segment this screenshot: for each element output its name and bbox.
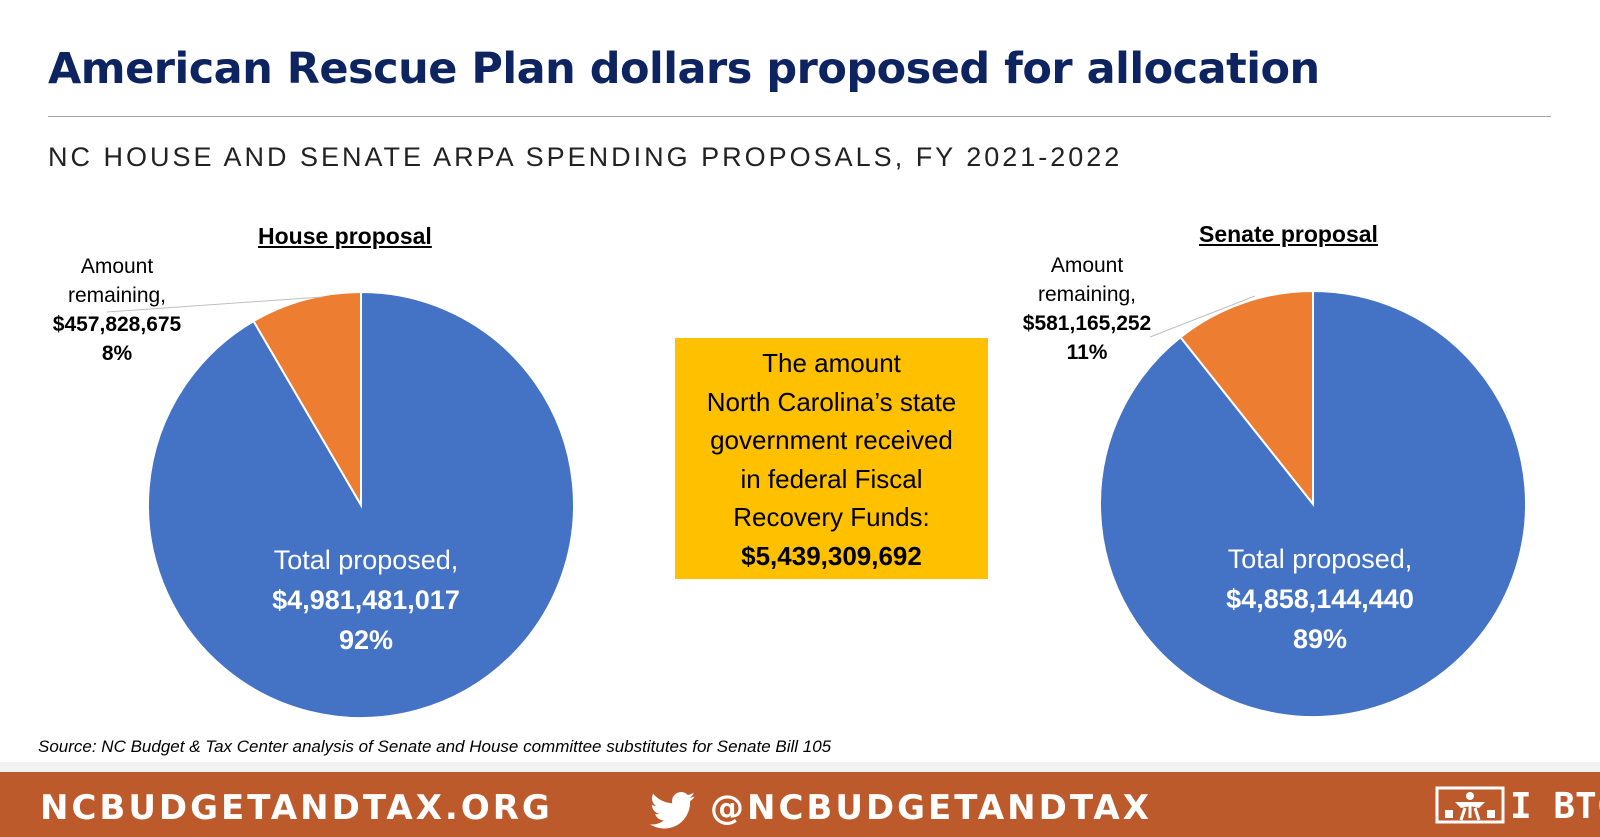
chart-subtitle: NC HOUSE AND SENATE ARPA SPENDING PROPOS… <box>48 142 1123 172</box>
house-proposed-label: Total proposed, $4,981,481,017 92% <box>226 540 506 660</box>
house-remaining-line2: remaining, <box>67 284 167 307</box>
federal-funds-value: $5,439,309,692 <box>741 540 922 571</box>
federal-funds-line-4: in federal Fiscal <box>740 463 923 494</box>
twitter-bird-icon[interactable] <box>650 792 696 830</box>
federal-funds-box: The amount North Carolina’s state govern… <box>675 338 988 579</box>
federal-funds-line-5: Recovery Funds: <box>733 502 930 532</box>
senate-proposed-value: $4,858,144,440 <box>1226 584 1414 614</box>
footer-spacer <box>0 762 1600 772</box>
house-remaining-label: Amount remaining, $457,828,675 8% <box>42 252 192 368</box>
senate-pie <box>1099 289 1527 718</box>
house-remaining-line1: Amount <box>80 255 154 278</box>
senate-proposed-label: Total proposed, $4,858,144,440 89% <box>1180 539 1460 659</box>
house-proposed-percent: 92% <box>338 625 394 655</box>
website-link[interactable]: NCBUDGETANDTAX.ORG <box>40 788 553 828</box>
twitter-handle[interactable]: @NCBUDGETANDTAX <box>710 788 1152 828</box>
senate-pie-title: Senate proposal <box>1199 221 1378 247</box>
federal-funds-line-3: government received <box>710 425 953 455</box>
senate-remaining-line2: remaining, <box>1037 283 1137 306</box>
house-leader-line <box>106 296 323 313</box>
federal-funds-line-2: North Carolina’s state <box>706 386 957 417</box>
senate-leader-line <box>1149 295 1256 338</box>
federal-funds-line-1: The amount <box>762 348 901 378</box>
senate-remaining-percent: 11% <box>1066 341 1108 364</box>
chart-title: American Rescue Plan dollars proposed fo… <box>48 44 1320 94</box>
house-proposed-label-text: Total proposed, <box>273 545 459 575</box>
btc-logo-text: I BTC <box>1510 786 1600 827</box>
house-pie-title: House proposal <box>258 223 432 249</box>
senate-slice-proposed <box>1099 289 1527 718</box>
senate-slice-remaining <box>1179 289 1314 507</box>
senate-proposed-label-text: Total proposed, <box>1227 544 1413 574</box>
house-remaining-value: $457,828,675 <box>52 313 182 336</box>
senate-remaining-label: Amount remaining, $581,165,252 11% <box>1006 251 1168 367</box>
pie-charts <box>106 289 1527 719</box>
footer-bar: NCBUDGETANDTAX.ORG @NCBUDGETANDTAX I BTC <box>0 772 1600 837</box>
house-pie <box>106 290 575 719</box>
house-remaining-percent: 8% <box>101 342 133 365</box>
senate-proposed-percent: 89% <box>1292 624 1348 654</box>
senate-remaining-line1: Amount <box>1050 254 1124 277</box>
senate-remaining-value: $581,165,252 <box>1022 312 1152 335</box>
house-proposed-value: $4,981,481,017 <box>272 585 460 615</box>
source-note: Source: NC Budget & Tax Center analysis … <box>38 737 832 756</box>
house-slice-remaining <box>252 290 362 509</box>
btc-logo-icon <box>1435 786 1505 824</box>
title-divider <box>48 116 1551 117</box>
